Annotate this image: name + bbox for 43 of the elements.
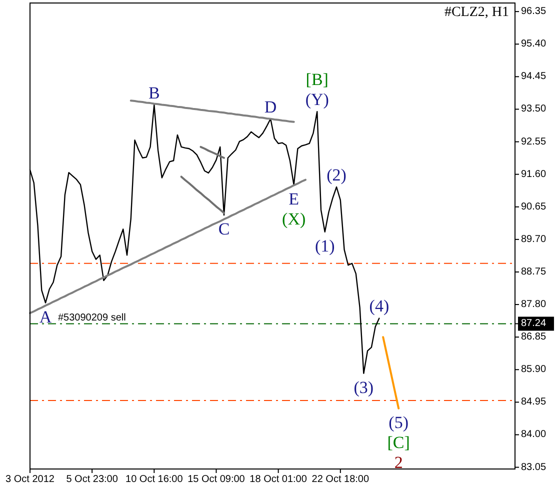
y-tick-label: 91.60 — [521, 168, 546, 180]
annotation: (5) — [388, 412, 409, 432]
line-series — [130, 100, 295, 123]
x-tick-label: 10 Oct 16:00 — [126, 474, 184, 485]
y-tick-label: 92.55 — [521, 136, 546, 148]
x-tick-label: 22 Oct 18:00 — [312, 474, 370, 485]
x-tick-label: 5 Oct 23:00 — [66, 474, 118, 485]
annotation: (2) — [326, 166, 346, 184]
y-tick-label: 86.85 — [521, 332, 546, 343]
x-tick-label: 15 Oct 09:00 — [188, 474, 246, 485]
annotation: [C] — [387, 432, 410, 452]
y-tick-label: 84.00 — [521, 429, 546, 440]
annotation: (1) — [314, 236, 335, 256]
y-tick-label: 88.75 — [521, 266, 546, 278]
annotation: D — [264, 97, 277, 116]
y-tick-label: 95.40 — [521, 38, 546, 50]
y-tick-label: 83.05 — [521, 462, 546, 473]
x-tick-label: 18 Oct 01:00 — [250, 474, 308, 485]
annotation: E — [288, 189, 300, 208]
annotation: (Y) — [305, 90, 329, 110]
annotation: B — [148, 83, 160, 102]
annotation: C — [218, 220, 230, 239]
line-series — [180, 176, 225, 214]
y-tick-label: 87.80 — [521, 299, 546, 310]
annotation: A — [39, 307, 52, 326]
y-tick-label: 93.50 — [521, 104, 546, 115]
y-tick-label: 89.70 — [521, 234, 546, 245]
y-tick-label: 94.45 — [521, 71, 546, 82]
annotation: 2 — [394, 452, 403, 472]
line-series — [200, 146, 225, 159]
y-tick-label: 85.90 — [521, 364, 546, 376]
line-series — [382, 336, 400, 410]
annotation: (4) — [369, 296, 390, 316]
annotation: (X) — [282, 209, 306, 228]
x-tick-label: 3 Oct 2012 — [6, 474, 55, 485]
chart-title: #CLZ2, H1 — [444, 5, 509, 20]
y-tick-label: 96.35 — [521, 6, 546, 18]
annotation: (3) — [354, 378, 374, 397]
y-tick-label: 87.24 — [521, 318, 546, 330]
ref-line-label: #53090209 sell — [58, 312, 126, 324]
y-tick-label: 84.95 — [521, 396, 546, 408]
y-tick-label: 90.65 — [521, 201, 546, 212]
annotation: [B] — [306, 70, 328, 90]
